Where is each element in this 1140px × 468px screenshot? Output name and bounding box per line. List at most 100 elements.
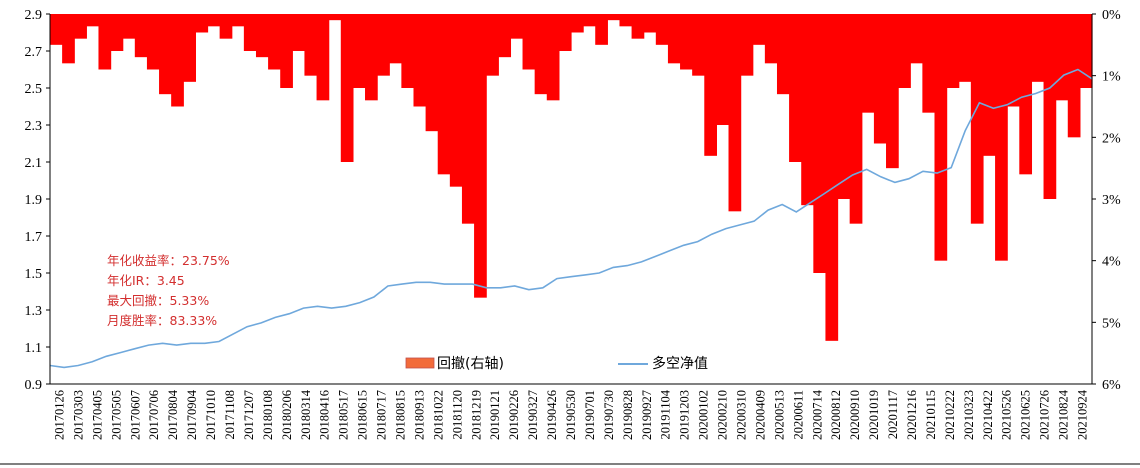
drawdown-bar: [558, 14, 572, 51]
drawdown-bar: [934, 14, 948, 261]
drawdown-bar: [231, 14, 245, 27]
x-tick-label: 20200310: [735, 390, 749, 440]
drawdown-bar: [813, 14, 827, 273]
drawdown-bar: [801, 14, 814, 206]
right-tick-label: 1%: [1102, 70, 1121, 85]
drawdown-bar: [910, 14, 923, 64]
x-tick-label: 20180314: [299, 389, 313, 440]
drawdown-bar: [486, 14, 499, 76]
drawdown-bar: [1031, 14, 1045, 82]
drawdown-bar: [607, 14, 621, 21]
x-tick-label: 20190121: [488, 390, 502, 440]
drawdown-bar: [922, 14, 936, 113]
x-tick-label: 20210924: [1076, 389, 1090, 440]
x-tick-label: 20180206: [280, 390, 294, 440]
drawdown-bar: [207, 14, 221, 27]
drawdown-bar: [837, 14, 851, 199]
x-tick-label: 20200102: [697, 390, 711, 440]
drawdown-bar: [849, 14, 863, 224]
drawdown-bar: [110, 14, 124, 51]
drawdown-bar: [643, 14, 657, 33]
drawdown-bar: [667, 14, 681, 64]
left-tick-label: 2.3: [25, 119, 43, 134]
x-tick-label: 20200409: [754, 390, 768, 440]
right-tick-label: 5%: [1102, 316, 1121, 331]
drawdown-bar: [704, 14, 717, 156]
legend-swatch-drawdown: [405, 357, 435, 369]
left-tick-label: 0.9: [25, 378, 43, 393]
drawdown-bar: [970, 14, 984, 224]
drawdown-bar: [268, 14, 281, 70]
stat-annual-ir: 年化IR：3.45: [107, 273, 185, 288]
drawdown-bar: [1019, 14, 1033, 175]
x-tick-label: 20201117: [886, 390, 900, 439]
legend-label-nav: 多空净值: [652, 355, 708, 372]
x-tick-label: 20181219: [469, 390, 483, 440]
drawdown-bar: [752, 14, 766, 45]
x-tick-label: 20210323: [962, 390, 976, 440]
drawdown-bar: [571, 14, 584, 33]
drawdown-bar: [776, 14, 790, 95]
x-tick-label: 20200513: [772, 390, 786, 440]
x-tick-label: 20210115: [924, 390, 938, 440]
drawdown-bar: [692, 14, 705, 76]
drawdown-bar: [1007, 14, 1020, 107]
x-tick-label: 20180717: [375, 390, 389, 440]
x-tick-label: 20200812: [829, 390, 843, 440]
drawdown-bar: [1067, 14, 1081, 138]
x-tick-label: 20191104: [659, 389, 673, 439]
drawdown-bar: [461, 14, 475, 224]
drawdown-bar: [946, 14, 960, 88]
right-axis-ticks: 0% 1% 2% 3% 4% 5% 6%: [1092, 8, 1121, 393]
drawdown-bar: [243, 14, 257, 51]
x-tick-label: 20200611: [791, 390, 805, 440]
x-tick-label: 20170126: [53, 390, 67, 440]
drawdown-bar: [510, 14, 524, 39]
drawdown-bar: [1043, 14, 1057, 199]
legend-label-drawdown: 回撤(右轴): [437, 356, 504, 372]
x-tick-label: 20190530: [564, 390, 578, 440]
drawdown-bar: [1055, 14, 1069, 101]
x-tick-label: 20200714: [810, 389, 824, 440]
left-tick-label: 1.1: [25, 341, 43, 356]
drawdown-bar: [631, 14, 645, 39]
drawdown-bar: [171, 14, 184, 107]
drawdown-bar: [98, 14, 112, 70]
x-tick-label: 20180517: [337, 390, 351, 440]
x-tick-label: 20190828: [621, 390, 635, 440]
right-tick-label: 0%: [1102, 8, 1121, 23]
drawdown-bar: [328, 14, 342, 21]
drawdown-bar: [425, 14, 439, 132]
drawdown-bar: [522, 14, 536, 70]
x-tick-label: 20191203: [678, 390, 692, 440]
drawdown-bar: [292, 14, 306, 51]
drawdown-bar: [437, 14, 451, 175]
x-tick-label: 20210824: [1057, 389, 1071, 440]
drawdown-bar: [595, 14, 608, 45]
drawdown-bar: [159, 14, 172, 95]
drawdown-bar: [86, 14, 100, 27]
drawdown-bar: [401, 14, 415, 88]
drawdown-bar: [861, 14, 875, 113]
right-tick-label: 3%: [1102, 193, 1121, 208]
x-tick-label: 20170904: [185, 389, 199, 440]
drawdown-bar: [50, 14, 63, 45]
x-tick-label: 20180615: [356, 390, 370, 440]
x-tick-label: 20171010: [204, 390, 218, 440]
drawdown-bar: [377, 14, 390, 76]
drawdown-bar: [316, 14, 330, 101]
drawdown-bar: [183, 14, 196, 82]
drawdown-bar: [74, 14, 87, 39]
x-tick-label: 20170303: [71, 390, 85, 440]
drawdown-bar: [546, 14, 560, 101]
drawdown-bar: [728, 14, 742, 212]
nav-series-line: [49, 68, 1093, 369]
drawdown-bar: [352, 14, 366, 88]
drawdown-bar: [498, 14, 512, 58]
left-tick-label: 2.7: [25, 45, 43, 60]
x-tick-label: 20171207: [242, 390, 256, 440]
x-tick-label: 20170804: [166, 389, 180, 440]
drawdown-bar: [122, 14, 136, 39]
drawdown-bar: [680, 14, 693, 70]
